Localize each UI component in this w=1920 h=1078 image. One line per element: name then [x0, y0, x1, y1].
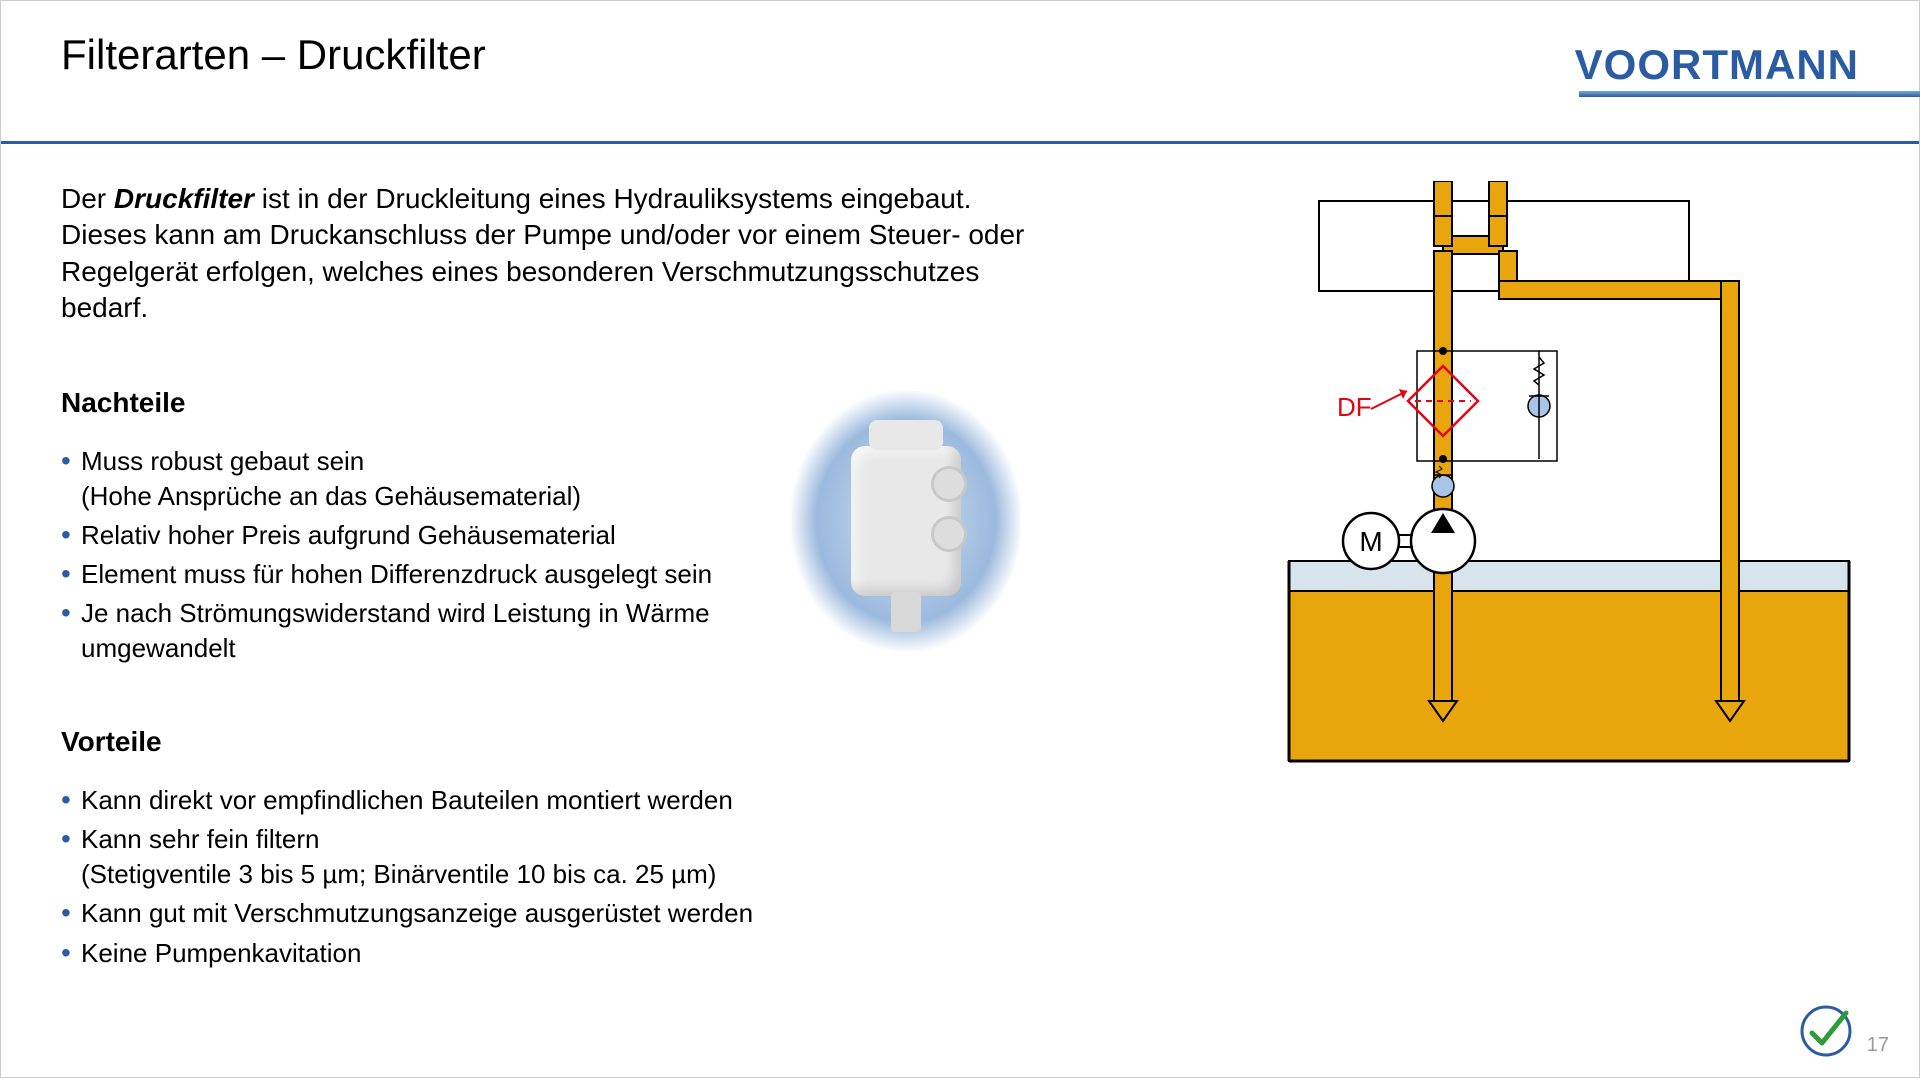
list-item: Muss robust gebaut sein(Hohe Ansprüche a…: [61, 444, 861, 514]
list-item: Relativ hoher Preis aufgrund Gehäusemate…: [61, 518, 861, 553]
motor-label: M: [1359, 526, 1382, 557]
page-number: 17: [1867, 1034, 1889, 1057]
list-item: Keine Pumpenkavitation: [61, 936, 861, 971]
nachteile-list: Muss robust gebaut sein(Hohe Ansprüche a…: [61, 444, 861, 667]
list-item: Kann sehr fein filtern(Stetigventile 3 b…: [61, 822, 861, 892]
intro-text: Der Druckfilter ist in der Druckleitung …: [61, 181, 1061, 327]
check-icon: [1798, 1003, 1854, 1059]
hydraulic-schematic: DF M: [1159, 181, 1859, 801]
logo: VOORTMANN: [1575, 41, 1859, 89]
list-item: Kann direkt vor empfindlichen Bauteilen …: [61, 783, 861, 818]
header-rule: [1, 141, 1919, 144]
list-item: Element muss für hohen Differenzdruck au…: [61, 557, 861, 592]
filter-photo: [791, 391, 1021, 651]
list-item: Kann gut mit Verschmutzungsanzeige ausge…: [61, 896, 861, 931]
vorteile-list: Kann direkt vor empfindlichen Bauteilen …: [61, 783, 861, 970]
df-label: DF: [1337, 392, 1372, 422]
list-item: Je nach Strömungswiderstand wird Leistun…: [61, 596, 861, 666]
